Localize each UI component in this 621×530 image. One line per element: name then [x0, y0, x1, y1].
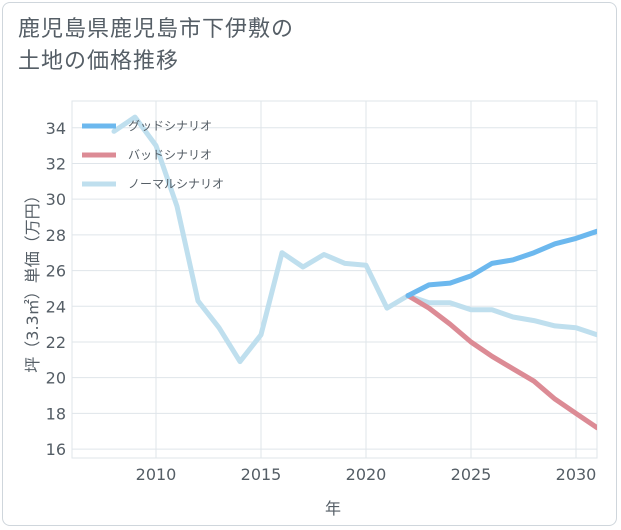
y-tick-label-18: 18 — [46, 404, 66, 423]
plot-area-border — [71, 100, 598, 459]
x-tick-labels: 2010 2015 2020 2025 2030 — [136, 465, 597, 484]
x-tick-label-2010: 2010 — [136, 465, 177, 484]
series-line-2 — [111, 114, 597, 365]
x-tick-label-2025: 2025 — [451, 465, 492, 484]
y-tick-label-22: 22 — [46, 333, 66, 352]
chart-frame — [2, 2, 617, 526]
series-lines — [111, 114, 597, 431]
x-tick-label-2030: 2030 — [556, 465, 597, 484]
y-tick-label-32: 32 — [46, 154, 66, 173]
series-line-1 — [405, 293, 597, 431]
y-tick-label-26: 26 — [46, 262, 66, 281]
x-tick-label-2015: 2015 — [241, 465, 282, 484]
title-line-1: 鹿児島県鹿児島市下伊敷の — [18, 17, 295, 42]
y-tick-label-28: 28 — [46, 226, 66, 245]
chart-title: 鹿児島県鹿児島市下伊敷の 土地の価格推移 — [18, 14, 294, 78]
x-tick-label-2020: 2020 — [346, 465, 387, 484]
y-tick-label-24: 24 — [46, 297, 66, 316]
y-tick-label-34: 34 — [46, 119, 66, 138]
legend-label-0: グッドシナリオ — [128, 119, 212, 133]
y-tick-labels: 16 18 20 22 24 26 28 30 32 34 — [46, 119, 66, 459]
legend-label-1: バッドシナリオ — [128, 148, 212, 162]
y-tick-label-20: 20 — [46, 369, 66, 388]
title-line-2: 土地の価格推移 — [18, 49, 180, 74]
legend-label-2: ノーマルシナリオ — [128, 177, 224, 191]
y-axis-title: 坪（3.3㎡）単価（万円） — [23, 187, 42, 372]
grid-lines — [71, 100, 598, 459]
y-tick-label-16: 16 — [46, 440, 66, 459]
series-line-0 — [405, 228, 597, 299]
y-tick-label-30: 30 — [46, 190, 66, 209]
x-axis-title: 年 — [325, 499, 341, 518]
